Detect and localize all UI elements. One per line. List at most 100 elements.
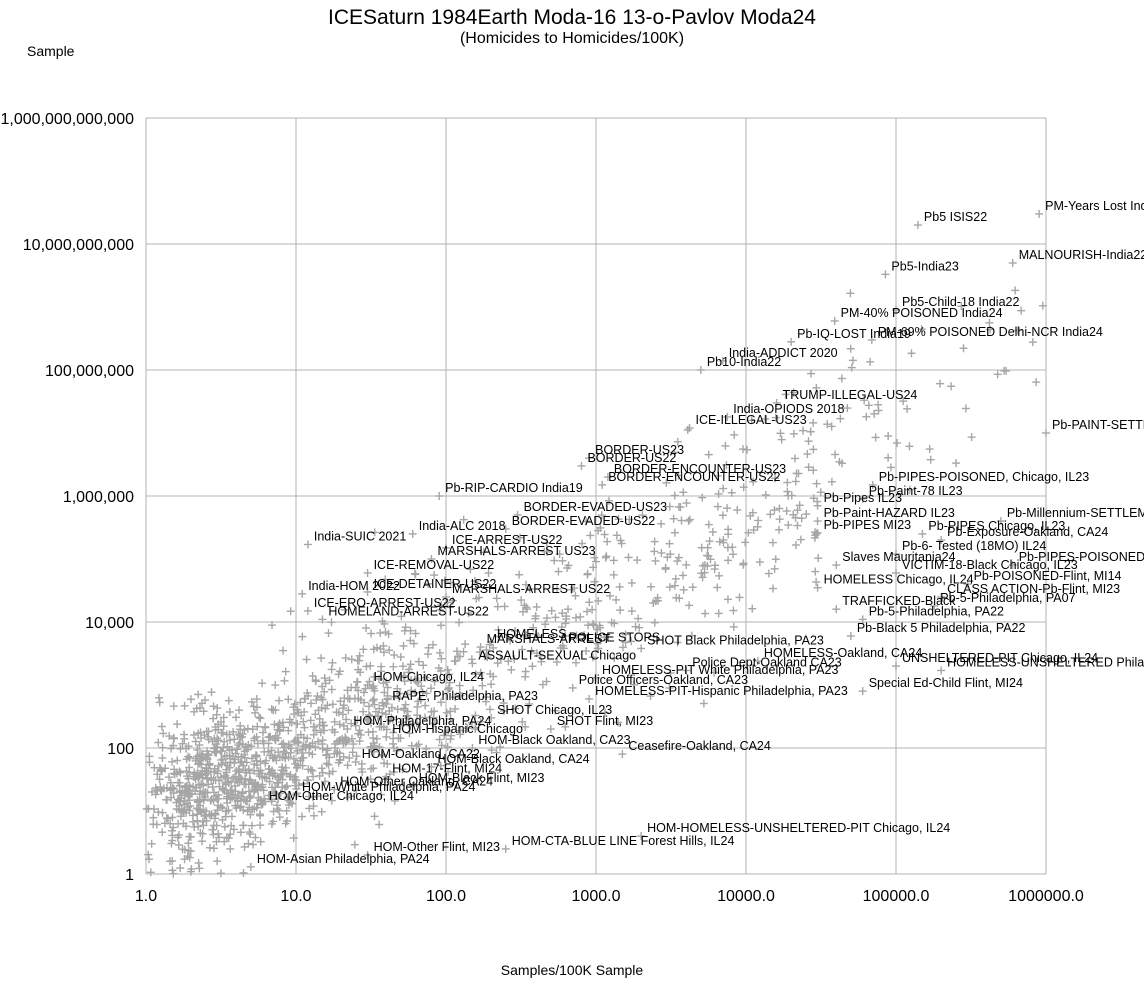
data-point: [442, 543, 450, 552]
data-label: BORDER-EVADED-US23: [524, 500, 668, 514]
background-marker: [279, 739, 288, 748]
data-point: [382, 772, 391, 781]
background-marker: [445, 670, 454, 679]
data-label: HOM-Asian Philadelphia, PA24: [257, 852, 430, 866]
background-marker: [274, 794, 283, 803]
background-marker: [791, 541, 800, 550]
background-marker: [168, 783, 177, 792]
background-marker: [193, 816, 202, 825]
background-marker: [471, 724, 480, 733]
background-marker: [445, 678, 454, 687]
background-marker: [770, 506, 779, 515]
background-marker: [479, 548, 488, 557]
data-label: Pb5-Child-18 India22: [902, 295, 1019, 309]
background-marker: [332, 708, 341, 717]
background-marker: [492, 594, 501, 603]
background-marker: [447, 731, 456, 740]
data-label: Pb5-India23: [891, 259, 958, 273]
background-marker: [235, 706, 244, 715]
background-marker: [209, 702, 218, 711]
background-marker: [837, 374, 846, 383]
background-marker: [367, 743, 376, 752]
background-marker: [406, 660, 415, 669]
background-marker: [657, 548, 666, 557]
background-marker: [500, 706, 509, 715]
background-marker: [843, 404, 852, 413]
background-marker: [293, 719, 302, 728]
background-marker: [615, 582, 624, 591]
data-point: [937, 592, 946, 601]
data-point: [881, 270, 890, 279]
background-marker: [744, 528, 753, 537]
background-marker: [485, 705, 494, 714]
background-marker: [375, 743, 384, 752]
background-marker: [200, 730, 209, 739]
data-point: [1008, 258, 1017, 267]
background-marker: [260, 794, 269, 803]
background-marker: [550, 556, 559, 565]
background-marker: [258, 679, 267, 688]
background-marker: [516, 533, 525, 542]
data-label: SHOT Black Philadelphia, PA23: [647, 633, 824, 647]
background-marker: [161, 764, 170, 773]
data-point: [813, 528, 822, 537]
background-marker: [917, 325, 926, 334]
background-marker: [666, 669, 675, 678]
background-marker: [437, 654, 446, 663]
background-marker: [799, 426, 808, 435]
background-marker: [487, 680, 496, 689]
background-marker: [1017, 306, 1026, 315]
background-marker: [249, 702, 258, 711]
background-marker: [528, 662, 537, 671]
background-marker: [207, 811, 216, 820]
background-marker: [237, 792, 246, 801]
background-marker: [823, 420, 832, 429]
background-marker: [582, 647, 591, 656]
background-marker: [612, 531, 621, 540]
data-point: [868, 480, 877, 489]
background-marker: [193, 797, 202, 806]
background-marker: [802, 510, 811, 519]
background-marker: [301, 743, 310, 752]
background-marker: [782, 507, 791, 516]
background-marker: [451, 693, 460, 702]
background-marker: [517, 596, 526, 605]
data-point: [813, 501, 822, 510]
background-marker: [775, 504, 784, 513]
background-marker: [267, 795, 276, 804]
data-label: HOMELESS-PIT White Philadelphia, PA23: [602, 663, 838, 677]
background-marker: [369, 695, 378, 704]
background-marker: [315, 771, 324, 780]
background-marker: [809, 418, 818, 427]
background-marker: [320, 674, 329, 683]
background-marker: [793, 521, 802, 530]
background-marker: [343, 694, 352, 703]
background-marker: [634, 614, 643, 623]
background-marker: [218, 755, 227, 764]
background-marker: [229, 727, 238, 736]
data-label: Pb-Paint-HAZARD IL23: [824, 506, 955, 520]
data-point: [435, 492, 444, 500]
background-marker: [665, 683, 674, 692]
background-marker: [288, 775, 297, 784]
background-marker: [435, 648, 444, 657]
background-marker: [905, 485, 914, 494]
background-marker: [308, 766, 317, 775]
background-marker: [755, 558, 764, 567]
background-marker: [446, 578, 455, 587]
background-marker: [493, 659, 502, 668]
background-marker: [673, 557, 682, 566]
background-marker: [351, 721, 360, 730]
background-marker: [870, 409, 879, 418]
background-marker: [442, 708, 451, 717]
background-marker: [761, 414, 770, 423]
data-label: Pb-Black 5 Philadelphia, PA22: [857, 621, 1026, 635]
background-marker: [593, 625, 602, 634]
background-marker: [351, 683, 360, 692]
background-marker: [251, 752, 260, 761]
data-label: Pb5 ISIS22: [924, 210, 987, 224]
x-tick-label: 1000000.0: [1008, 888, 1084, 905]
background-marker: [518, 607, 527, 616]
background-marker: [561, 722, 570, 731]
background-marker: [320, 726, 329, 735]
